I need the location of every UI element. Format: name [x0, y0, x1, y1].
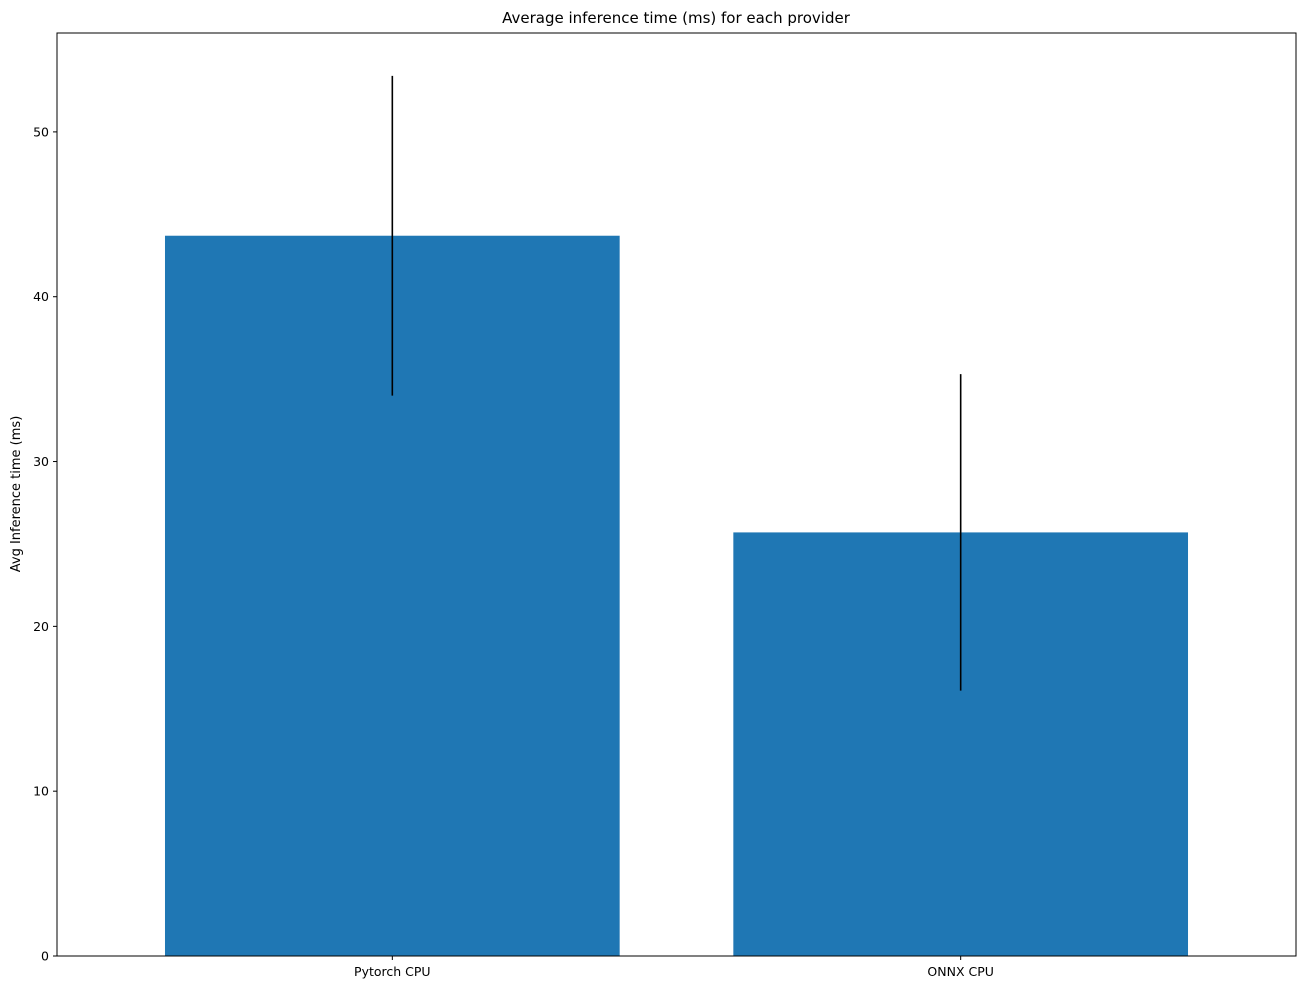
y-tick-label: 50	[33, 124, 49, 139]
y-axis-label: Avg Inference time (ms)	[9, 416, 24, 573]
y-tick-label: 20	[33, 619, 49, 634]
y-tick-label: 40	[33, 289, 49, 304]
x-tick-label: ONNX CPU	[927, 964, 994, 979]
plot-area: 0 10 20 30 40 50 Pytorch CPU ONNX CPU	[33, 75, 1189, 979]
y-tick-label: 30	[33, 454, 49, 469]
y-tick-label: 0	[41, 949, 49, 964]
chart-title: Average inference time (ms) for each pro…	[502, 9, 851, 27]
x-tick-label: Pytorch CPU	[354, 964, 431, 979]
y-tick-label: 10	[33, 784, 49, 799]
plot-frame	[56, 32, 1297, 957]
